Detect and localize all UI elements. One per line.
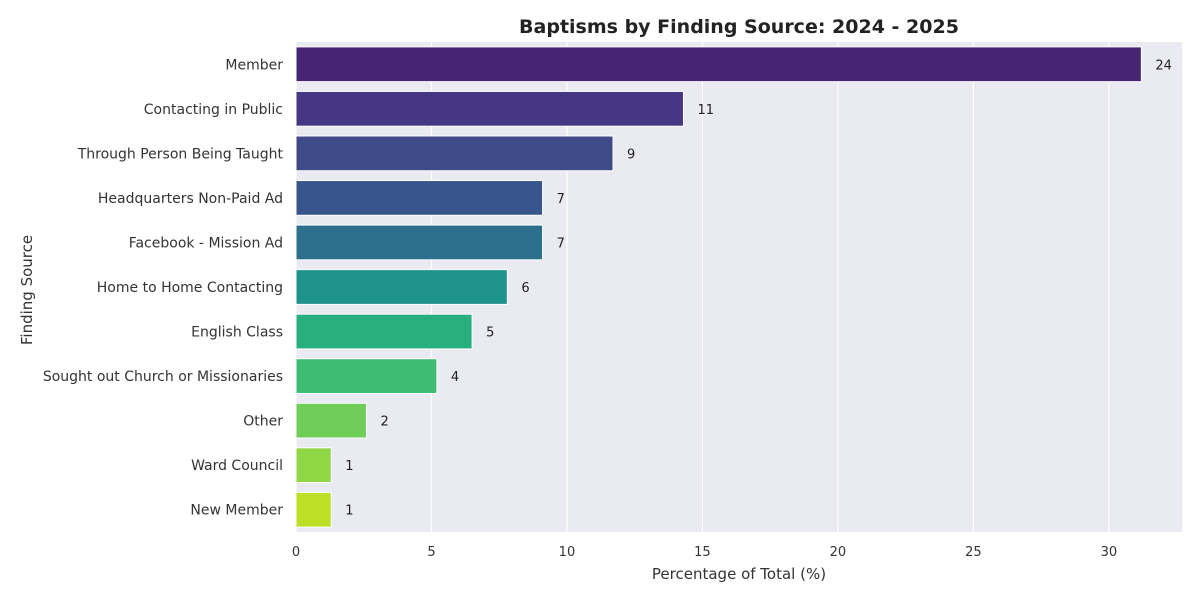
x-axis-label: Percentage of Total (%) [652, 565, 826, 583]
x-tick-label-0: 0 [292, 545, 300, 560]
data-label-3: 7 [557, 192, 565, 207]
bar-5 [295, 269, 508, 305]
bar-7 [295, 358, 438, 394]
data-label-5: 6 [521, 281, 529, 296]
x-tick-labels: 0 5 10 15 20 25 30 [292, 545, 1117, 560]
x-tick-label-15: 15 [694, 545, 711, 560]
category-label-8: Other [243, 414, 283, 430]
category-label-5: Home to Home Contacting [97, 280, 283, 296]
x-tick-label-20: 20 [830, 545, 847, 560]
x-tick-label-5: 5 [427, 545, 435, 560]
data-label-6: 5 [486, 326, 494, 341]
bar-4 [295, 224, 544, 261]
bars [295, 46, 1142, 528]
chart-title: Baptisms by Finding Source: 2024 - 2025 [519, 16, 959, 38]
bar-6 [295, 313, 473, 350]
data-label-0: 24 [1155, 58, 1172, 73]
category-label-9: Ward Council [191, 458, 283, 474]
data-label-1: 11 [697, 103, 714, 118]
category-label-1: Contacting in Public [144, 102, 283, 118]
data-label-7: 4 [451, 370, 459, 385]
bar-1 [295, 90, 684, 127]
data-label-9: 1 [345, 459, 353, 474]
data-label-2: 9 [627, 147, 635, 162]
y-axis-label: Finding Source [18, 235, 36, 345]
category-label-2: Through Person Being Taught [77, 146, 284, 162]
bar-3 [295, 180, 544, 216]
bar-2 [295, 135, 614, 172]
data-label-8: 2 [380, 415, 388, 430]
x-tick-label-30: 30 [1101, 545, 1118, 560]
category-labels: Member Contacting in Public Through Person… [43, 57, 284, 518]
category-label-0: Member [225, 57, 283, 73]
category-label-6: English Class [191, 325, 283, 341]
x-tick-label-25: 25 [965, 545, 982, 560]
data-label-4: 7 [557, 236, 565, 251]
category-label-4: Facebook - Mission Ad [129, 235, 283, 251]
bar-8 [295, 402, 367, 439]
x-tick-label-10: 10 [559, 545, 576, 560]
bar-10 [295, 491, 332, 528]
bar-9 [295, 447, 332, 484]
category-label-10: New Member [190, 503, 283, 519]
bar-0 [295, 46, 1142, 83]
category-label-3: Headquarters Non-Paid Ad [98, 191, 283, 207]
category-label-7: Sought out Church or Missionaries [43, 369, 283, 385]
data-label-10: 1 [345, 504, 353, 519]
